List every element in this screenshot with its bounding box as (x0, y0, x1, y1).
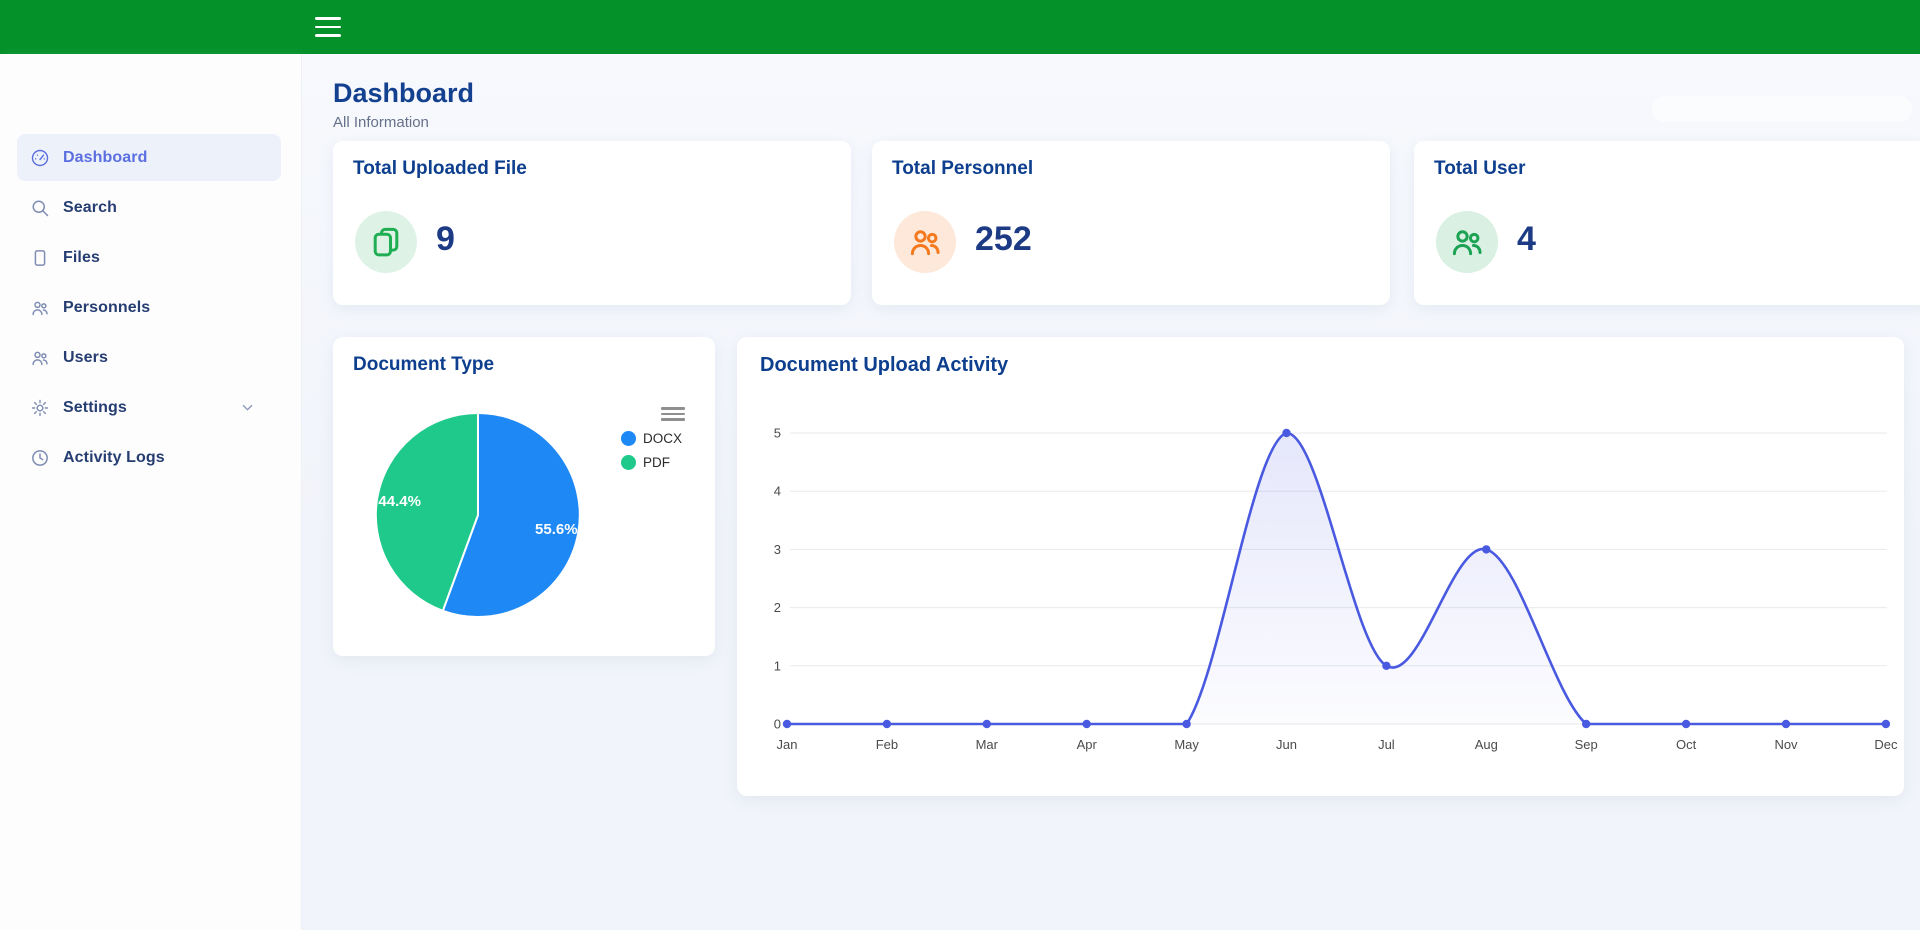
clock-icon (30, 448, 50, 468)
y-axis-tick-label: 4 (774, 484, 781, 499)
x-axis-tick-label: May (1174, 737, 1199, 752)
x-axis-tick-label: Jun (1276, 737, 1297, 752)
sidebar-item-label: Settings (63, 398, 127, 416)
x-axis-tick-label: Jul (1378, 737, 1395, 752)
data-point-feb[interactable] (882, 719, 892, 729)
sidebar-item-personnels[interactable]: Personnels (17, 284, 281, 331)
stat-card-total-personnel: Total Personnel 252 (872, 141, 1390, 305)
pie-chart[interactable]: 55.6% 44.4% (333, 337, 715, 656)
pie-legend: DOCX PDF (621, 431, 682, 479)
sidebar-item-dashboard[interactable]: Dashboard (17, 134, 281, 181)
data-point-jan[interactable] (782, 719, 792, 729)
sidebar-item-users[interactable]: Users (17, 334, 281, 381)
data-point-nov[interactable] (1781, 719, 1791, 729)
pie-slice-docx[interactable] (441, 411, 581, 618)
file-icon (30, 248, 50, 268)
pie-slice-label: 55.6% (535, 521, 578, 538)
pie-chart-card: Document Type 55.6% 44.4% DOCX PDF (333, 337, 715, 656)
top-bar (0, 0, 1920, 54)
page-title: Dashboard (333, 78, 475, 108)
gauge-icon (30, 148, 50, 168)
pie-slice-label: 44.4% (378, 493, 421, 510)
stat-value: 9 (436, 220, 455, 258)
stat-value: 4 (1517, 220, 1536, 258)
pie-slice-pdf[interactable] (374, 411, 479, 613)
people-icon (1436, 211, 1498, 273)
stat-card-total-uploaded-file: Total Uploaded File 9 (333, 141, 851, 305)
main-content: Dashboard All Information Total Uploaded… (302, 54, 1920, 930)
legend-label: PDF (643, 455, 670, 470)
data-point-jul[interactable] (1382, 661, 1391, 670)
y-axis-tick-label: 2 (774, 600, 781, 615)
header-highlight (1652, 96, 1912, 122)
sidebar-item-label: Search (63, 198, 117, 216)
stat-card-title: Total Uploaded File (353, 158, 527, 179)
line-chart-card: Document Upload Activity 0 1 2 3 4 5 Jan Feb Mar… (737, 337, 1904, 796)
sidebar-item-search[interactable]: Search (17, 184, 281, 231)
x-axis-tick-label: Dec (1874, 737, 1898, 752)
chart-menu-icon[interactable] (661, 406, 685, 422)
data-point-mar[interactable] (982, 719, 991, 729)
sidebar-item-files[interactable]: Files (17, 234, 281, 281)
people-icon (30, 298, 50, 318)
hamburger-icon[interactable] (315, 15, 345, 39)
line-chart[interactable]: 0 1 2 3 4 5 Jan Feb Mar Apr May Jun Jul Aug Sep Oct Nov D… (737, 337, 1904, 796)
legend-label: DOCX (643, 431, 683, 446)
people-icon (894, 211, 956, 273)
sidebar-item-label: Activity Logs (63, 448, 165, 466)
sidebar-item-label: Files (63, 248, 100, 266)
data-point-may[interactable] (1182, 719, 1191, 729)
pie-chart-title: Document Type (353, 354, 495, 375)
data-point-jun[interactable] (1282, 428, 1291, 438)
x-axis-tick-label: Feb (876, 737, 898, 752)
data-point-aug[interactable] (1482, 545, 1491, 554)
sidebar-item-label: Users (63, 348, 108, 366)
gear-icon (30, 398, 50, 418)
sidebar-item-settings[interactable]: Settings (17, 384, 281, 431)
y-axis-tick-label: 1 (774, 658, 781, 673)
people-icon (30, 348, 50, 368)
sidebar-item-label: Dashboard (63, 148, 148, 166)
x-axis-tick-label: Apr (1077, 737, 1098, 752)
stat-card-total-user: Total User 4 (1414, 141, 1920, 305)
page-subtitle: All Information (333, 114, 429, 131)
stat-card-title: Total User (1434, 158, 1526, 179)
legend-swatch (621, 455, 636, 470)
data-point-sep[interactable] (1582, 719, 1591, 729)
x-axis-tick-label: Oct (1676, 737, 1697, 752)
chevron-down-icon[interactable] (240, 400, 255, 415)
x-axis-tick-label: Mar (976, 737, 999, 752)
y-axis-tick-label: 5 (774, 426, 781, 441)
stat-card-title: Total Personnel (892, 158, 1034, 179)
stat-value: 252 (975, 220, 1032, 258)
x-axis-tick-label: Nov (1774, 737, 1798, 752)
search-icon (30, 198, 50, 218)
data-point-dec[interactable] (1881, 719, 1891, 729)
line-chart-title: Document Upload Activity (760, 354, 1009, 376)
legend-item-docx[interactable]: DOCX (621, 431, 682, 446)
x-axis-tick-label: Aug (1475, 737, 1498, 752)
legend-swatch (621, 431, 636, 446)
line-series-area (787, 433, 1886, 724)
data-point-oct[interactable] (1681, 719, 1691, 729)
line-series (785, 431, 1888, 726)
y-axis-tick-label: 3 (774, 542, 781, 557)
y-axis-tick-label: 0 (774, 717, 781, 732)
sidebar: Dashboard Search Files Personnels Users Setti… (0, 54, 302, 930)
x-axis-tick-label: Jan (777, 737, 798, 752)
copy-files-icon (355, 211, 417, 273)
legend-item-pdf[interactable]: PDF (621, 455, 682, 470)
data-point-apr[interactable] (1082, 719, 1091, 729)
x-axis-tick-label: Sep (1575, 737, 1598, 752)
sidebar-item-label: Personnels (63, 298, 151, 316)
sidebar-item-activity-logs[interactable]: Activity Logs (17, 434, 281, 481)
sidebar-menu: Dashboard Search Files Personnels Users Setti… (0, 134, 301, 484)
